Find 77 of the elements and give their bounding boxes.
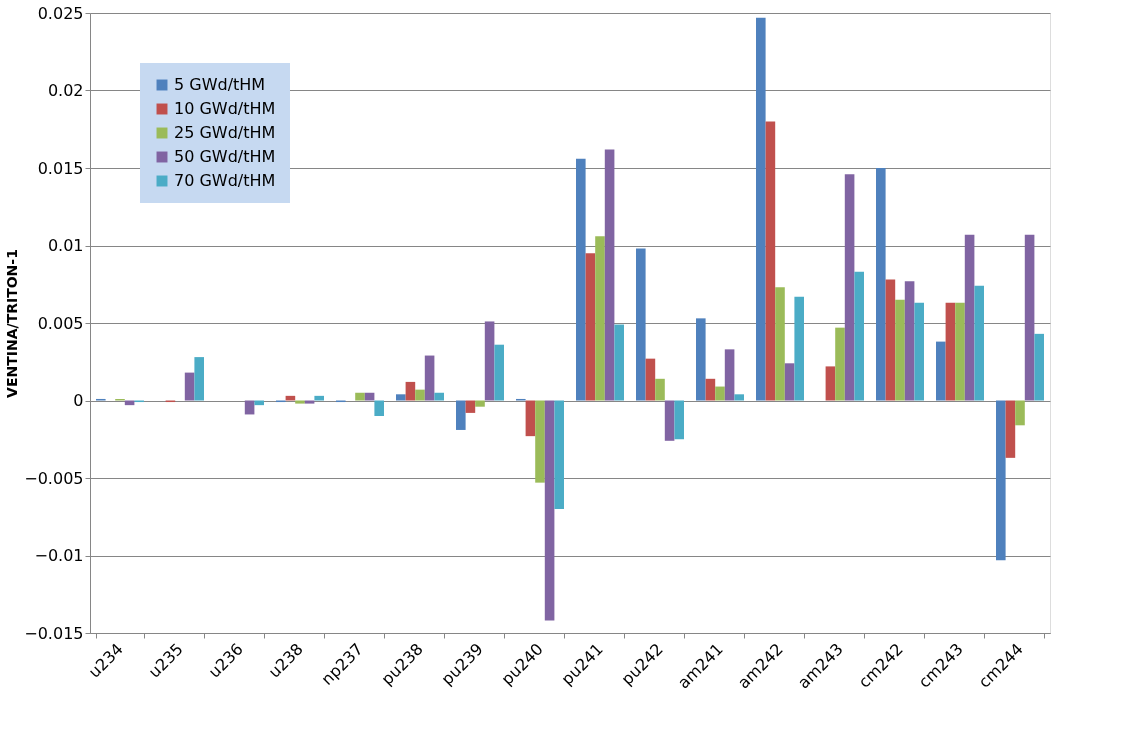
y-axis-title: VENTINA/TRITON-1 [4, 249, 21, 398]
bar [844, 174, 855, 401]
bar [484, 321, 495, 401]
bar [595, 236, 605, 401]
bar [576, 158, 586, 401]
bar [955, 302, 965, 401]
bar [184, 372, 195, 401]
bar [854, 271, 864, 401]
bar [1024, 234, 1035, 401]
bar [885, 279, 896, 401]
bar [194, 357, 204, 401]
bar [825, 366, 836, 401]
bar [304, 400, 315, 404]
y-tick-label: 0.015 [37, 158, 84, 178]
bar [945, 302, 956, 401]
bar [756, 17, 766, 401]
bar [724, 349, 735, 401]
bar [525, 400, 536, 437]
bar [996, 400, 1006, 561]
bar [415, 389, 425, 401]
y-tick-label: 0.025 [37, 3, 84, 23]
bar [554, 400, 564, 509]
bar [364, 392, 375, 401]
y-tick-label: 0.005 [37, 313, 84, 333]
legend-label: 50 GWd/tHM [174, 147, 276, 166]
bar [734, 394, 744, 401]
bar [535, 400, 545, 483]
bar [314, 395, 324, 401]
bar [835, 327, 845, 401]
bar [696, 318, 706, 401]
legend-label: 25 GWd/tHM [174, 123, 276, 142]
bar [604, 149, 615, 401]
legend-label: 10 GWd/tHM [174, 99, 276, 118]
bar [494, 344, 504, 401]
bar [1005, 400, 1016, 458]
bar [664, 400, 675, 441]
bar [655, 378, 665, 401]
y-tick-label: −0.015 [24, 623, 84, 643]
bar [456, 400, 466, 430]
bar [974, 285, 984, 401]
bar [434, 392, 444, 401]
bar [936, 341, 946, 401]
bar [904, 281, 915, 401]
bar [1034, 333, 1044, 401]
legend-label: 5 GWd/tHM [174, 75, 266, 94]
legend-label: 70 GWd/tHM [174, 171, 276, 190]
bar [1015, 400, 1025, 426]
bar [636, 248, 646, 401]
bar [914, 302, 924, 401]
bar [895, 299, 905, 401]
y-tick-label: 0.02 [47, 81, 84, 100]
bar [876, 168, 886, 401]
bar [405, 381, 416, 401]
bar [465, 400, 476, 413]
y-tick-label: −0.005 [24, 468, 84, 488]
bar [705, 378, 716, 401]
bar [784, 363, 795, 401]
y-tick-label: −0.01 [34, 546, 84, 565]
bar [794, 296, 804, 401]
bar [475, 400, 485, 407]
bar [765, 121, 776, 401]
bar [674, 400, 684, 440]
bar [585, 253, 596, 401]
bar [295, 400, 305, 404]
bar [374, 400, 384, 416]
bar [775, 287, 785, 401]
bar [396, 394, 406, 401]
bar [355, 392, 365, 401]
bar [285, 395, 296, 401]
bar [614, 324, 624, 401]
bar [544, 400, 555, 621]
bar [715, 386, 725, 401]
bar [424, 355, 435, 401]
y-tick-label: 0.01 [47, 236, 84, 255]
y-tick-label: 0 [73, 391, 84, 410]
bar [964, 234, 975, 401]
bar [645, 358, 656, 401]
